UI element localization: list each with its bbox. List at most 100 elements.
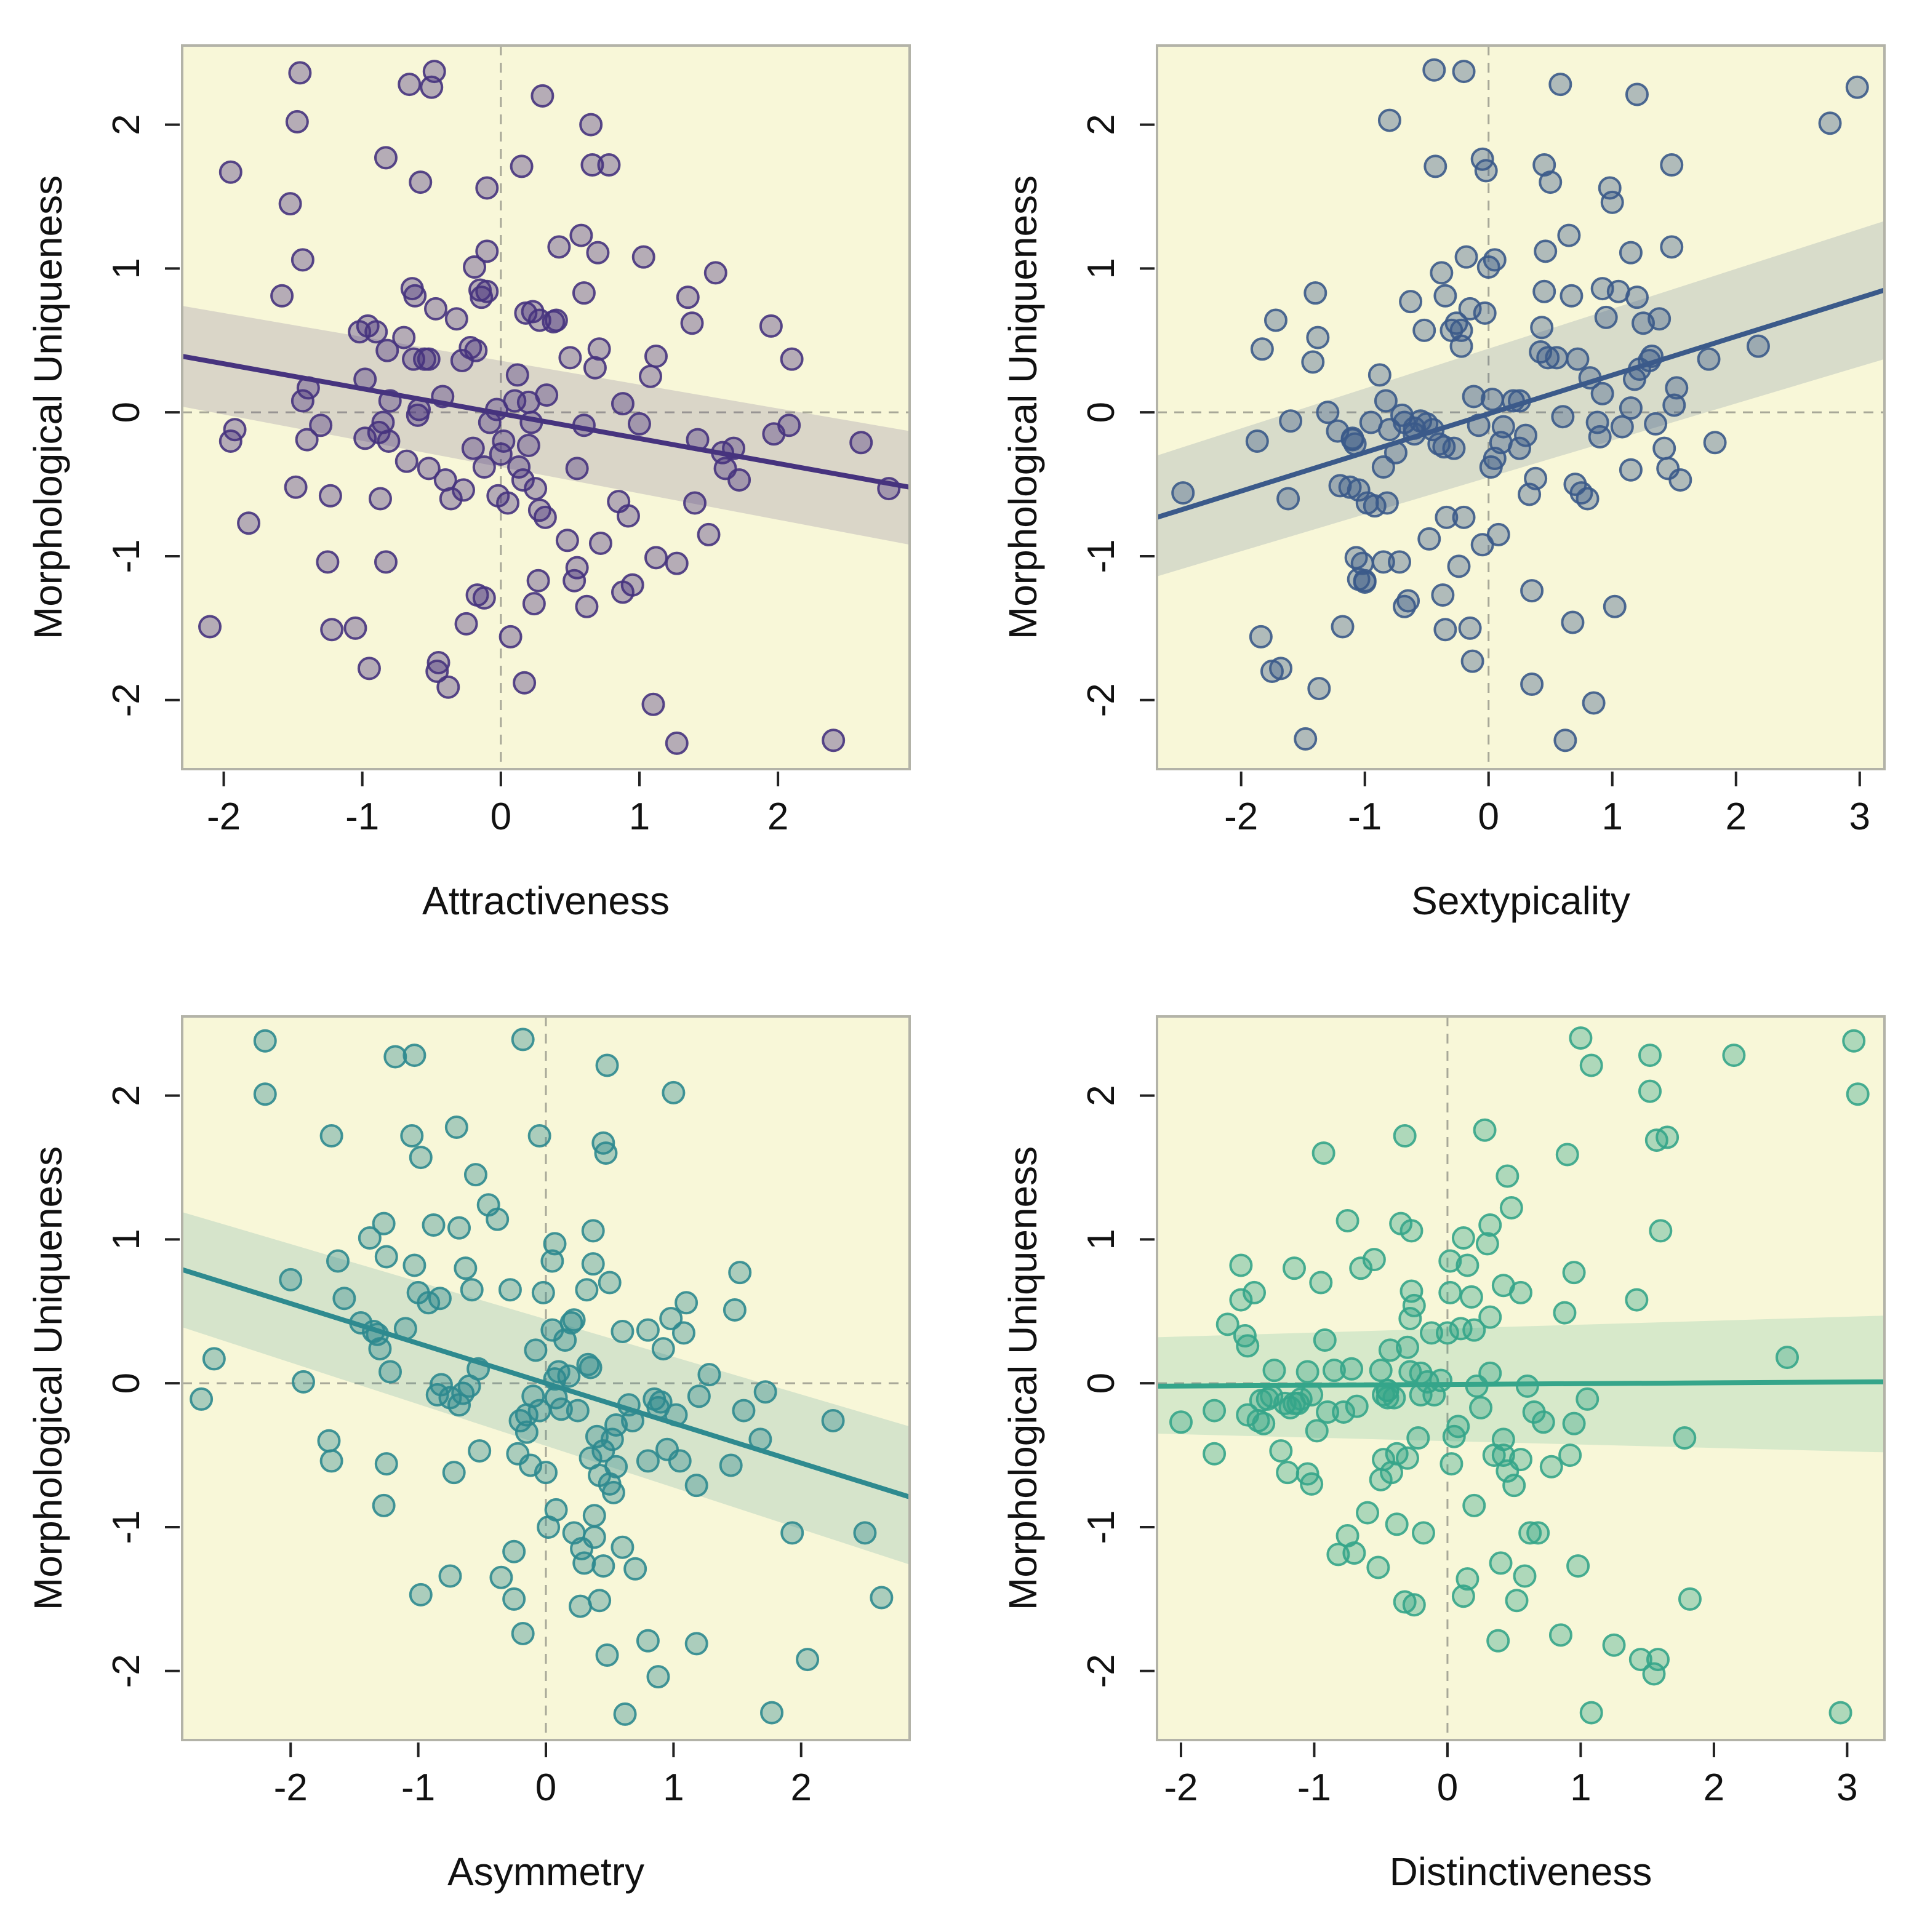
x-tick-label: 0	[1478, 796, 1499, 838]
data-point	[1668, 468, 1692, 492]
data-point	[544, 308, 568, 332]
data-point	[368, 487, 392, 511]
data-point	[1402, 1593, 1426, 1617]
data-point	[1295, 1360, 1319, 1384]
data-point	[1648, 307, 1672, 331]
data-point	[723, 1298, 747, 1322]
data-point	[575, 594, 599, 618]
data-point	[1306, 325, 1330, 349]
y-tick-label: -1	[1080, 1510, 1123, 1544]
data-point	[1579, 1701, 1603, 1725]
data-point	[417, 457, 441, 481]
data-point	[516, 433, 540, 457]
data-point	[531, 84, 555, 108]
y-tick-label: -2	[1080, 1654, 1123, 1688]
data-point	[591, 1554, 615, 1578]
data-point	[511, 1028, 535, 1052]
y-tick-label: 0	[1080, 402, 1123, 423]
data-point	[1619, 458, 1643, 482]
data-point	[428, 1287, 452, 1311]
data-point	[1372, 1448, 1396, 1472]
data-point	[1349, 1256, 1373, 1280]
y-tick-label: 2	[105, 114, 148, 135]
data-point	[1496, 1164, 1520, 1188]
data-point	[515, 1420, 539, 1444]
data-point	[1532, 153, 1556, 177]
data-point	[278, 192, 302, 216]
data-point	[562, 1308, 586, 1332]
data-point	[1402, 1293, 1426, 1317]
data-point	[444, 307, 468, 331]
data-point	[502, 1539, 526, 1563]
data-point	[526, 569, 550, 593]
data-point	[1423, 154, 1448, 178]
data-point	[398, 73, 422, 97]
data-point	[568, 1594, 592, 1618]
data-point	[498, 1278, 522, 1302]
data-point	[1316, 1400, 1340, 1424]
data-point	[511, 1621, 535, 1645]
data-point	[1269, 1439, 1293, 1463]
data-point	[1243, 1280, 1267, 1304]
data-point	[1456, 1567, 1480, 1591]
data-point	[1419, 1321, 1443, 1345]
data-point	[1442, 436, 1466, 460]
data-point	[1250, 337, 1274, 361]
x-tick-label: 2	[767, 796, 788, 838]
data-point	[1462, 1493, 1486, 1517]
data-point	[572, 281, 596, 305]
data-point	[372, 1211, 396, 1235]
data-point	[582, 1525, 606, 1549]
data-point	[409, 1583, 433, 1607]
data-point	[601, 1480, 625, 1504]
data-point	[279, 1267, 303, 1291]
data-point	[575, 1278, 599, 1302]
data-point	[1449, 318, 1473, 342]
data-point	[1594, 305, 1618, 329]
data-point	[732, 1399, 756, 1423]
data-point	[425, 660, 449, 684]
data-point	[522, 592, 546, 616]
data-point	[1590, 381, 1614, 405]
y-tick-label: -1	[105, 539, 148, 573]
data-point	[595, 1053, 619, 1077]
data-point	[796, 1648, 820, 1672]
data-point	[1367, 363, 1391, 387]
data-point	[383, 1045, 407, 1069]
data-point	[1561, 610, 1585, 634]
data-point	[1842, 1029, 1866, 1053]
data-point	[1553, 728, 1577, 752]
data-point	[374, 1452, 398, 1476]
data-point	[270, 284, 294, 308]
data-point	[319, 1449, 343, 1473]
data-point	[489, 1565, 513, 1589]
data-point	[1569, 1026, 1593, 1050]
data-point	[822, 728, 846, 752]
data-point	[1489, 1551, 1513, 1575]
data-point	[1396, 589, 1420, 613]
data-point	[422, 60, 446, 84]
data-point	[1628, 1648, 1652, 1672]
data-point	[636, 1629, 660, 1653]
y-tick-label: 0	[1080, 1373, 1123, 1394]
data-point	[317, 1429, 341, 1453]
data-point	[318, 484, 342, 508]
data-point	[1502, 1474, 1526, 1498]
data-point	[357, 657, 381, 681]
data-point	[540, 1249, 564, 1273]
data-point	[1417, 527, 1441, 551]
data-point	[1313, 1328, 1337, 1352]
y-axis-title: Morphological Uniqueness	[1001, 1146, 1045, 1610]
data-point	[472, 455, 496, 479]
data-point	[1507, 436, 1531, 460]
data-point	[588, 531, 612, 555]
data-point	[1582, 691, 1606, 715]
data-point	[533, 505, 557, 529]
data-point	[1534, 239, 1558, 263]
x-tick-label: -1	[345, 796, 379, 838]
data-point	[777, 413, 801, 437]
data-point	[1514, 423, 1538, 447]
data-point	[417, 347, 441, 371]
y-axis-title: Morphological Uniqueness	[26, 1146, 70, 1610]
panel-sextypicality: -2 -1 0 1 2 3 -2 -1 0 1 2 Sextypicality Morphologica…	[1001, 44, 1886, 923]
